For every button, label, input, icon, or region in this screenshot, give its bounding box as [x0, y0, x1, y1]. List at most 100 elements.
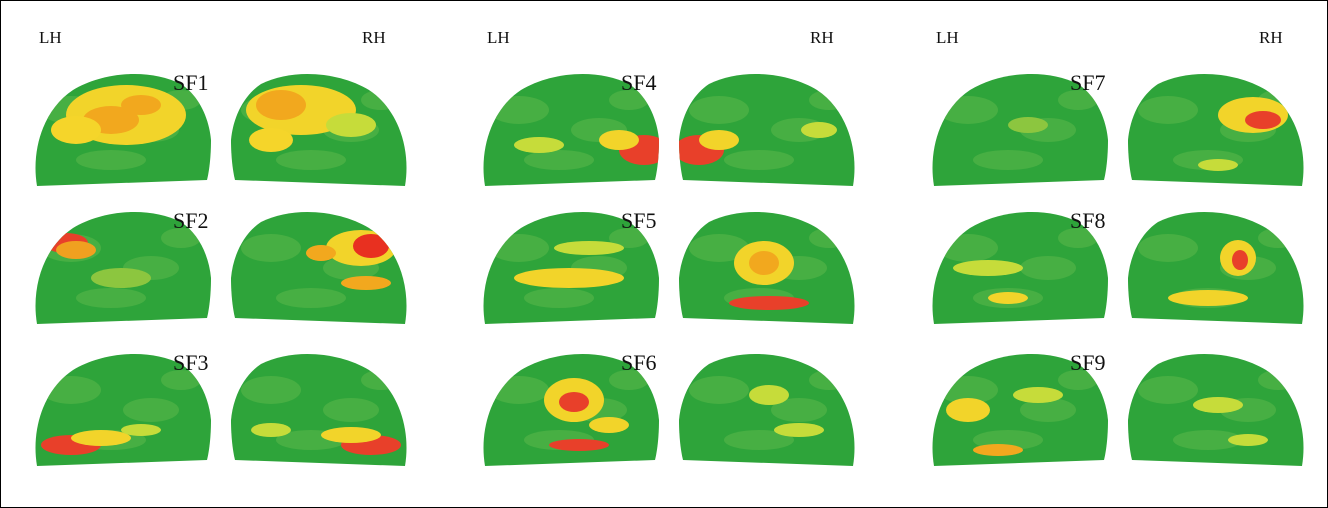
activation-blob: [1168, 290, 1248, 306]
activation-blob-low: [809, 370, 849, 390]
left-hemisphere-map: [35, 73, 211, 186]
activation-blob-low: [1173, 430, 1243, 450]
activation-blob-low: [76, 150, 146, 170]
right-hemisphere-map: [231, 211, 407, 324]
right-hemisphere-map: [1128, 353, 1304, 466]
activation-blob: [953, 260, 1023, 276]
activation-blob-low: [524, 150, 594, 170]
source-factor-label: SF2: [173, 208, 209, 233]
activation-blob-low: [161, 370, 201, 390]
left-hemisphere-map: [35, 353, 211, 466]
activation-blob: [341, 276, 391, 290]
source-factor-label: SF3: [173, 350, 209, 375]
activation-blob: [1193, 397, 1243, 413]
activation-blob: [801, 122, 837, 138]
source-map-panel: SF7: [898, 66, 1328, 186]
activation-blob: [321, 427, 381, 443]
left-hemisphere-label: LH: [487, 28, 510, 47]
activation-blob: [91, 268, 151, 288]
activation-blob-low: [1058, 90, 1098, 110]
left-hemisphere-map: [932, 211, 1108, 324]
activation-blob: [256, 90, 306, 120]
source-factor-label: SF6: [621, 350, 657, 375]
source-map-panel: SF4: [449, 66, 879, 186]
activation-blob-low: [489, 376, 549, 404]
activation-blob: [973, 444, 1023, 456]
activation-blob: [306, 245, 336, 261]
activation-blob-low: [361, 370, 401, 390]
right-hemisphere-map: [1128, 73, 1304, 186]
activation-blob: [1232, 250, 1248, 270]
activation-blob-low: [973, 150, 1043, 170]
activation-blob: [1008, 117, 1048, 133]
activation-blob: [1198, 159, 1238, 171]
right-hemisphere-map: [231, 73, 407, 186]
activation-blob: [514, 268, 624, 288]
activation-blob-low: [609, 228, 649, 248]
activation-blob: [554, 241, 624, 255]
activation-blob: [353, 234, 389, 258]
activation-blob-low: [809, 90, 849, 110]
activation-blob: [749, 385, 789, 405]
map-column-3: LH RH SF7 SF8 SF9: [898, 1, 1328, 507]
source-map-panel: SF6: [449, 346, 879, 466]
source-map-panel: SF1: [1, 66, 431, 186]
left-hemisphere-label: LH: [39, 28, 62, 47]
activation-blob-low: [524, 288, 594, 308]
activation-blob: [249, 128, 293, 152]
activation-blob-low: [1138, 234, 1198, 262]
activation-blob: [589, 417, 629, 433]
activation-blob-low: [276, 150, 346, 170]
activation-blob-low: [1058, 370, 1098, 390]
right-hemisphere-map: [679, 211, 855, 324]
activation-blob: [51, 116, 101, 144]
activation-blob: [71, 430, 131, 446]
source-map-panel: SF8: [898, 204, 1328, 324]
left-hemisphere-map: [35, 211, 211, 324]
source-factor-label: SF5: [621, 208, 657, 233]
activation-blob-low: [1138, 96, 1198, 124]
right-hemisphere-map: [679, 353, 855, 466]
activation-blob: [774, 423, 824, 437]
activation-blob-low: [1020, 256, 1076, 280]
right-hemisphere-label: RH: [362, 28, 386, 47]
activation-blob-low: [1020, 398, 1076, 422]
activation-blob-low: [689, 376, 749, 404]
map-column-1: LH RH SF1 SF2 SF3: [1, 1, 431, 507]
activation-blob-low: [241, 234, 301, 262]
activation-blob-low: [724, 150, 794, 170]
activation-blob: [1228, 434, 1268, 446]
right-hemisphere-label: RH: [1259, 28, 1283, 47]
activation-blob-low: [123, 398, 179, 422]
activation-blob: [121, 424, 161, 436]
right-hemisphere-label: RH: [810, 28, 834, 47]
activation-blob-low: [689, 234, 749, 262]
activation-blob-low: [41, 376, 101, 404]
left-hemisphere-label: LH: [936, 28, 959, 47]
activation-blob-low: [809, 228, 849, 248]
activation-blob-low: [609, 370, 649, 390]
activation-blob: [1013, 387, 1063, 403]
activation-blob-low: [361, 90, 401, 110]
activation-blob: [1245, 111, 1281, 129]
activation-blob-low: [323, 398, 379, 422]
left-hemisphere-map: [483, 353, 659, 466]
activation-blob-low: [1058, 228, 1098, 248]
map-column-2: LH RH SF4 SF5 SF6: [449, 1, 879, 507]
source-factor-label: SF8: [1070, 208, 1106, 233]
source-map-panel: SF9: [898, 346, 1328, 466]
right-hemisphere-map: [1128, 211, 1304, 324]
activation-blob-low: [771, 398, 827, 422]
activation-blob: [749, 251, 779, 275]
activation-blob: [56, 241, 96, 259]
activation-blob-low: [76, 288, 146, 308]
source-map-panel: SF2: [1, 204, 431, 324]
source-factor-label: SF9: [1070, 350, 1106, 375]
activation-blob: [251, 423, 291, 437]
activation-blob-low: [609, 90, 649, 110]
source-factor-label: SF1: [173, 70, 209, 95]
activation-blob: [121, 95, 161, 115]
left-hemisphere-map: [932, 73, 1108, 186]
activation-blob: [946, 398, 990, 422]
activation-blob-low: [489, 234, 549, 262]
